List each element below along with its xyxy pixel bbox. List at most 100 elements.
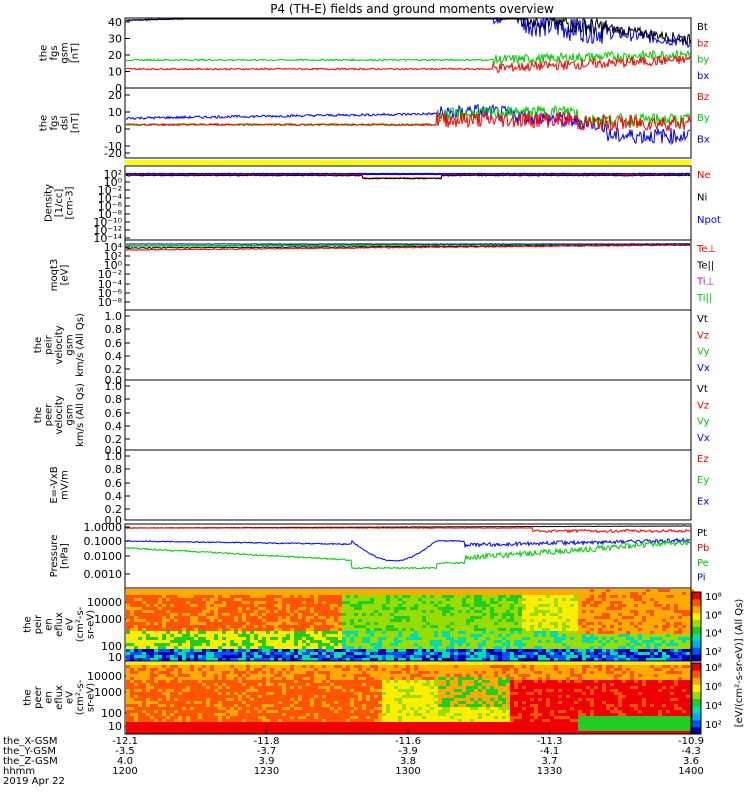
x-tick-label-hhmm: 1300 <box>395 766 420 777</box>
colorbar-electron-segment <box>692 705 701 714</box>
panel-frame-temperature <box>124 239 692 311</box>
y-tick-label-peer-velocity: 0.8 <box>105 393 123 406</box>
y-axis-label-peer-eflux: the <box>23 689 34 705</box>
x-tick-label-the_Y-GSM: -3.7 <box>257 746 277 757</box>
y-tick-label-density: 10⁻⁶ <box>98 200 123 213</box>
x-tick-label-the_Y-GSM: -3.5 <box>115 746 135 757</box>
x-tick-label-the_Y-GSM: -3.9 <box>398 746 418 757</box>
y-axis-label-peer-velocity: km/s (All Qs) <box>75 383 86 447</box>
y-axis-label-fgs-gsm: gsm <box>59 42 70 63</box>
y-tick-label-fgs-dsl: 0 <box>115 123 122 136</box>
y-tick-label-fgs-gsm: 20 <box>108 49 122 62</box>
x-axis-row-label-the_X-GSM: the_X-GSM <box>3 736 57 747</box>
colorbar-ion-segment <box>692 640 701 648</box>
y-tick-label-peer-eflux: 10 <box>108 720 122 733</box>
y-tick-label-fgs-dsl: 20 <box>108 89 122 102</box>
y-tick-label-peir-eflux: 10000 <box>87 596 122 609</box>
colorbar-ion-tick: 10² <box>705 647 722 658</box>
y-axis-label-peer-eflux: peer <box>33 685 44 709</box>
colorbar-electron-tick: 10² <box>705 720 722 731</box>
series-Pi <box>125 537 691 562</box>
y-tick-label-peer-eflux: 100 <box>101 707 122 720</box>
y-tick-label-fgs-gsm: 10 <box>108 66 122 79</box>
panel-frame-density <box>124 165 692 241</box>
x-tick-label-the_Z-GSM: 4.0 <box>117 756 133 767</box>
y-axis-label-pressure: [nPa] <box>59 543 70 569</box>
colorbar-ion-tick: 10⁴ <box>705 629 722 640</box>
legend-temperature-Ti⊥: Ti⊥ <box>696 277 714 288</box>
legend-fgs-dsl-Bz: Bz <box>697 92 709 103</box>
panel-frame-peer-velocity <box>124 379 692 451</box>
legend-efield-Ey: Ey <box>697 475 709 486</box>
y-axis-label-fgs-dsl: dsl <box>59 116 70 130</box>
y-axis-label-pressure: Pressure <box>49 535 60 578</box>
y-tick-label-peer-velocity: 1.0 <box>105 380 123 393</box>
legend-fgs-gsm-bx: bx <box>697 71 709 82</box>
legend-pressure-Pe: Pe <box>697 558 709 569</box>
legend-temperature-Te||: Te|| <box>696 260 714 271</box>
colorbar-electron-segment <box>692 691 701 699</box>
y-axis-label-fgs-gsm: [nT] <box>70 43 81 63</box>
y-tick-label-temperature: 10⁻⁴ <box>98 278 123 291</box>
x-axis-row-label-hhmm: hhmm <box>3 766 35 777</box>
y-axis-label-peir-eflux: sr-eV) <box>86 610 97 639</box>
series-Te-perp <box>125 244 691 252</box>
x-tick-label-hhmm: 1400 <box>678 766 703 777</box>
y-tick-label-efield: 0.6 <box>105 477 123 490</box>
y-tick-label-peir-velocity: 0.0 <box>105 374 123 387</box>
y-axis-label-peir-velocity: the <box>33 337 44 353</box>
colorbar-label: [eV/(cm²-s-sr-eV)] (All Qs) <box>734 599 745 728</box>
x-tick-label-the_X-GSM: -12.1 <box>112 736 138 747</box>
legend-efield-Ex: Ex <box>697 496 709 507</box>
y-tick-label-efield: 0.2 <box>105 503 123 516</box>
y-axis-label-peer-eflux: sr-eV) <box>86 683 97 712</box>
y-axis-label-peir-eflux: (cm²-s- <box>75 606 86 642</box>
y-axis-label-peer-velocity: peer <box>44 403 55 427</box>
y-tick-label-fgs-gsm: 30 <box>108 33 122 46</box>
y-axis-label-peir-velocity: km/s (All Qs) <box>75 313 86 377</box>
y-tick-label-temperature: 10⁻⁶ <box>98 287 123 300</box>
y-tick-label-fgs-gsm: 40 <box>108 16 122 29</box>
y-tick-label-density: 10⁻¹⁰ <box>93 216 122 229</box>
panel-frame-peir-velocity <box>124 309 692 381</box>
x-tick-label-the_X-GSM: -11.8 <box>254 736 280 747</box>
y-axis-label-peir-velocity: velocity <box>54 325 65 364</box>
x-tick-label-the_Z-GSM: 3.7 <box>542 756 558 767</box>
panel-frame-pressure <box>124 523 692 589</box>
y-tick-label-efield: 0.4 <box>105 490 123 503</box>
y-axis-label-peer-velocity: gsm <box>65 404 76 425</box>
y-axis-label-peir-velocity: gsm <box>65 334 76 355</box>
x-tick-label-hhmm: 1230 <box>254 766 279 777</box>
x-tick-label-the_Y-GSM: -4.3 <box>681 746 701 757</box>
colorbar-electron-segment <box>692 670 701 678</box>
colorbar-ion-segment <box>692 598 701 607</box>
colorbar-electron-segment <box>692 719 701 728</box>
series-Bx-dsl <box>125 103 691 146</box>
y-tick-label-peir-eflux: 100 <box>101 640 122 653</box>
y-tick-label-pressure: 0.0010 <box>84 568 123 581</box>
legend-pressure-Pi: Pi <box>697 573 706 584</box>
legend-fgs-gsm-bz: bz <box>697 38 709 49</box>
colorbar-ion-segment <box>692 605 701 614</box>
colorbar-ion-segment <box>692 647 701 655</box>
y-tick-label-pressure: 0.0100 <box>84 550 123 563</box>
y-axis-label-peir-velocity: peir <box>44 334 55 354</box>
y-axis-label-temperature: moqt3 <box>49 259 60 292</box>
y-axis-label-peir-eflux: peir <box>33 614 44 634</box>
y-tick-label-pressure: 0.1000 <box>84 535 123 548</box>
y-axis-label-efield: mV/m <box>59 470 70 500</box>
y-axis-label-peir-eflux: en <box>44 618 55 631</box>
legend-pressure-Pt: Pt <box>697 528 707 539</box>
legend-efield-Ez: Ez <box>697 454 709 465</box>
colorbar-electron-tick: 10⁴ <box>705 701 722 712</box>
ion-eflux-spectrogram <box>126 589 694 661</box>
legend-peer-velocity-Vy: Vy <box>697 417 710 428</box>
legend-density-Npot: Npot <box>697 215 721 226</box>
colorbar-ion-segment <box>692 626 701 634</box>
y-axis-label-peer-eflux: (cm²-s- <box>75 679 86 715</box>
legend-peer-velocity-Vx: Vx <box>697 433 710 444</box>
y-tick-label-efield: 0.0 <box>105 514 123 527</box>
y-tick-label-peer-eflux: 1000 <box>94 686 122 699</box>
x-tick-label-the_X-GSM: -11.3 <box>537 736 563 747</box>
